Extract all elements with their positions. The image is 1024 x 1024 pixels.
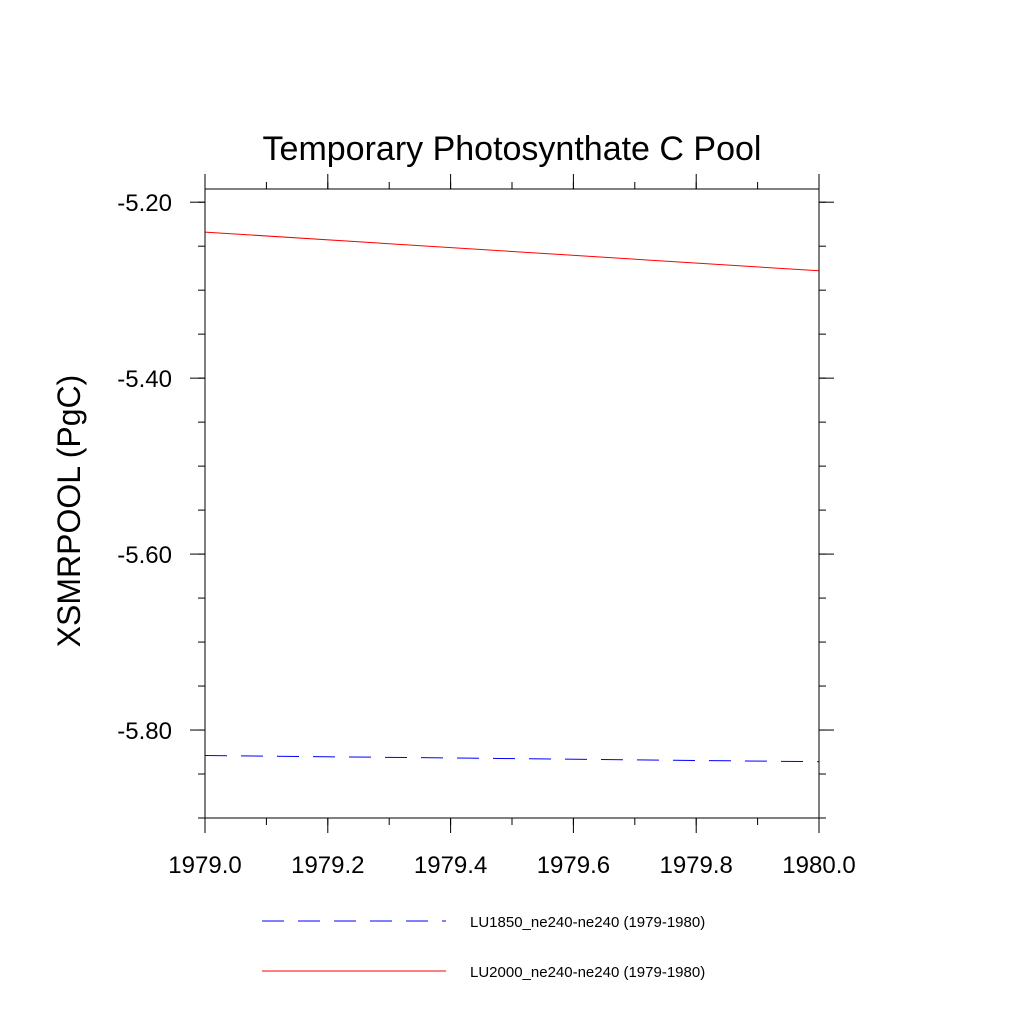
legend: LU1850_ne240-ne240 (1979-1980) LU2000_ne2… <box>262 914 705 981</box>
series-line <box>204 755 820 763</box>
y-axis-label: XSMRPOOL (PgC) <box>51 375 87 648</box>
chart-title: Temporary Photosynthate C Pool <box>263 130 762 168</box>
x-tick-label: 1979.2 <box>291 852 364 879</box>
y-tick-label: -5.40 <box>117 366 172 393</box>
x-tick-label: 1979.6 <box>537 852 610 879</box>
x-tick-label: 1979.8 <box>659 852 732 879</box>
legend-label: LU2000_ne240-ne240 (1979-1980) <box>470 964 705 981</box>
y-tick-label: -5.60 <box>117 542 172 569</box>
axis-ticks: 1979.0 1979.2 1979.4 1979.6 1979.8 1980.0 -5.2… <box>117 174 856 879</box>
plot-series <box>204 231 820 763</box>
y-tick-label: -5.20 <box>117 190 172 217</box>
y-tick-label: -5.80 <box>117 718 172 745</box>
x-tick-label: 1979.4 <box>414 852 487 879</box>
x-tick-label: 1979.0 <box>168 852 241 879</box>
series-line <box>204 231 820 272</box>
plot-frame <box>204 188 820 819</box>
legend-label: LU1850_ne240-ne240 (1979-1980) <box>470 914 705 931</box>
x-tick-label: 1980.0 <box>782 852 855 879</box>
